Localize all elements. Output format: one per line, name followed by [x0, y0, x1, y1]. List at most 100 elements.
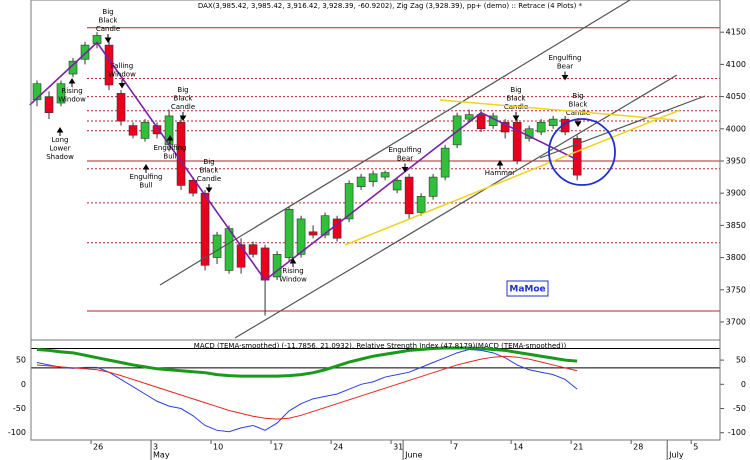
month-label: July — [668, 451, 684, 460]
annotation-arrow — [56, 127, 64, 136]
x-tick-label: 10 — [213, 443, 223, 452]
candle-body — [116, 93, 126, 122]
indicator-title: MACD (TEMA-smoothed) (-11.7856, 21.0932)… — [194, 342, 567, 350]
x-tick-label: 24 — [333, 443, 343, 452]
annotation-text: Engulfing — [549, 54, 582, 62]
annotation-text: Candle — [171, 103, 195, 111]
annotation-text: Candle — [96, 25, 120, 33]
indicator-line — [36, 346, 578, 378]
y-tick-label: 0 — [21, 380, 26, 389]
zigzag-line — [29, 41, 578, 282]
annotation-text: Big — [177, 86, 188, 94]
candle-body — [236, 244, 246, 268]
annotation-text: Lower — [50, 145, 71, 153]
y-tick-label: 4100 — [726, 60, 746, 69]
candle-body — [44, 96, 54, 113]
candle-body — [128, 125, 138, 136]
annotation-arrow — [142, 164, 150, 173]
x-tick-label: 3 — [153, 443, 158, 452]
candle-body — [32, 83, 42, 101]
candle-body — [512, 122, 522, 162]
watermark-box — [506, 280, 549, 297]
x-tick-label: 5 — [693, 443, 698, 452]
indicator-line — [36, 348, 578, 433]
x-tick-label: 26 — [93, 443, 103, 452]
candle-body — [464, 114, 474, 120]
annotation-text: Bull — [139, 182, 152, 190]
annotation-text: Engulfing — [389, 146, 422, 154]
annotation-text: Black — [200, 167, 220, 175]
candle-body — [332, 218, 342, 239]
y-tick-label: 50 — [736, 356, 746, 365]
x-tick-label: 7 — [453, 443, 458, 452]
triangle-line — [344, 109, 681, 246]
candle-body — [368, 173, 378, 182]
annotation-arrow — [512, 112, 520, 121]
month-label: May — [153, 451, 170, 460]
candle-body — [80, 44, 90, 60]
annotation-arrow — [205, 184, 213, 193]
annotation-text: Black — [174, 95, 194, 103]
y-tick-label: 3800 — [726, 253, 746, 262]
annotation-arrow — [496, 160, 504, 169]
annotation-text: Engulfing — [130, 173, 163, 181]
y-tick-label: 4050 — [726, 92, 746, 101]
annotation-text: Hammer — [485, 169, 515, 177]
annotation-text: Long — [52, 136, 69, 144]
candle-body — [248, 244, 258, 255]
candle-body — [320, 215, 330, 236]
y-tick-label: 0 — [741, 380, 746, 389]
candle-body — [356, 176, 366, 188]
indicator-line — [36, 355, 578, 420]
candle-body — [536, 122, 546, 133]
x-tick-label: 17 — [273, 443, 283, 452]
candle-body — [440, 147, 450, 178]
annotation-text: Big — [203, 158, 214, 166]
annotation-arrow — [401, 163, 409, 173]
y-tick-label: -50 — [733, 404, 746, 413]
channel-line — [539, 95, 706, 159]
candle-body — [308, 231, 318, 236]
annotation-text: Falling — [111, 62, 133, 70]
candle-body — [572, 138, 582, 176]
triangle-line — [439, 99, 676, 121]
annotation-text: Window — [279, 276, 307, 284]
chart-title: DAX(3,985.42, 3,985.42, 3,916.42, 3,928.… — [198, 2, 583, 10]
annotation-text: Candle — [197, 175, 221, 183]
annotation-text: Rising — [282, 267, 303, 275]
annotation-text: Black — [99, 17, 119, 25]
candle-body — [284, 208, 294, 258]
annotation-text: Bear — [397, 155, 413, 163]
y-tick-label: -100 — [728, 428, 746, 437]
y-tick-label: 50 — [16, 356, 26, 365]
candle-body — [392, 180, 402, 191]
y-tick-label: -100 — [8, 428, 26, 437]
annotation-text: Window — [58, 96, 86, 104]
candle-body — [176, 122, 186, 186]
candle-body — [416, 196, 426, 213]
x-tick-label: 28 — [633, 443, 643, 452]
candle-body — [476, 114, 486, 130]
annotation-text: Bull — [163, 153, 176, 161]
month-label: June — [404, 451, 423, 460]
x-tick-label: 14 — [513, 443, 523, 452]
candle-body — [140, 122, 150, 139]
annotation-text: Big — [572, 92, 583, 100]
annotation-text: Big — [102, 8, 113, 16]
annotation-text: Black — [569, 101, 589, 109]
x-tick-label: 21 — [573, 443, 583, 452]
annotation-arrow — [68, 78, 76, 87]
annotation-text: Bear — [557, 63, 573, 71]
y-tick-label: 3850 — [726, 221, 746, 230]
annotation-arrow — [118, 79, 126, 89]
annotation-text: Black — [507, 95, 527, 103]
annotation-text: Engulfing — [154, 144, 187, 152]
y-tick-label: 3700 — [726, 317, 746, 326]
lower-frame — [30, 339, 721, 441]
candle-body — [188, 180, 198, 194]
candle-body — [272, 254, 282, 278]
annotation-arrow — [104, 34, 112, 43]
candle-body — [380, 172, 390, 178]
candle-body — [344, 183, 354, 220]
